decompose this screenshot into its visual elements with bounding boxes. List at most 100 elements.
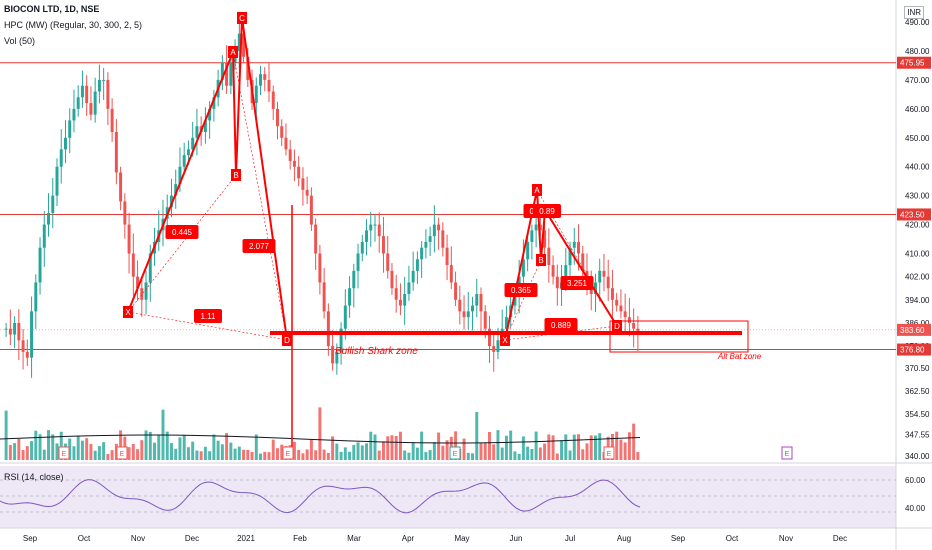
candle-body [301,178,305,190]
candle-body [454,282,458,300]
volume-bar [102,442,106,460]
pattern-point-label: D [614,322,620,331]
earnings-marker-label: E [120,451,125,458]
pattern-point-marker [536,254,546,266]
ratio-label: 0.445 [172,228,193,237]
candle-body [428,236,432,242]
time-tick-label: Feb [293,534,307,543]
last-price-label: 383.60 [900,326,925,335]
volume-bar [38,434,42,460]
candle-body [555,276,559,289]
volume-bar [208,451,212,460]
volume-bar [636,452,640,460]
candle-body [275,108,279,127]
volume-bar [585,443,589,460]
candle-body [390,270,394,289]
volume-bar [598,433,602,460]
candle-body [114,132,118,173]
ratio-label: 3.251 [567,279,588,288]
volume-bar [483,442,487,460]
volume-bar [110,450,114,460]
candle-body [127,224,131,254]
candle-body [280,126,284,138]
volume-bar [225,433,229,460]
time-tick-label: Mar [347,534,361,543]
bullish-shark-zone [270,331,742,335]
volume-bar [263,451,267,460]
volume-bar [17,438,21,460]
volume-bar [21,450,25,460]
candle-body [581,253,585,271]
candle-body [572,241,576,248]
candle-body [318,253,322,283]
volume-bar [365,443,369,460]
volume-bar [534,431,538,460]
volume-bar [246,449,250,460]
candle-body [292,160,296,167]
candle-body [271,91,275,109]
volume-bar [560,440,564,460]
candle-body [68,120,72,138]
candle-body [284,137,288,150]
volume-bar [475,412,479,460]
volume-bar [551,435,555,460]
rsi-legend: RSI (14, close) [4,472,64,482]
candle-body [55,166,59,196]
candle-body [504,317,508,329]
earnings-marker-label: E [286,451,291,458]
volume-bar [445,440,449,460]
volume-bar [89,443,93,460]
candle-body [335,351,339,364]
volume-bar [93,450,97,460]
candle-body [89,103,93,115]
time-tick-label: 2021 [237,534,255,543]
volume-bar [547,434,551,460]
price-tick-label: 430.00 [905,192,930,201]
candle-body [131,253,135,277]
pattern-point-marker [123,306,133,318]
volume-bar [59,431,63,460]
earnings-marker [781,446,793,460]
rsi-tick-label: 40.00 [905,504,926,513]
price-tick-label: 460.00 [905,105,930,114]
candle-body [479,294,483,312]
pattern-point-marker [282,334,292,346]
time-tick-label: Jul [565,534,575,543]
candle-body [475,294,479,306]
volume-bar [178,437,182,460]
symbol-title: BIOCON LTD, 1D, NSE [4,4,100,14]
pattern-point-marker [532,184,542,196]
price-tick-label: 340.00 [905,452,930,461]
price-tick-label: 480.00 [905,47,930,56]
harmonic-pattern-diagonal [232,51,288,341]
candle-body [51,195,55,214]
earnings-marker-label: E [785,451,790,458]
volume-bar [593,435,597,460]
volume-bar [85,438,89,460]
volume-bar [297,449,301,460]
candle-body [119,172,123,202]
candle-body [13,322,17,335]
candle-body [487,328,491,347]
volume-bar [462,438,466,460]
candle-body [326,311,330,347]
candle-body [462,311,466,318]
harmonic-pattern-diagonal [127,174,237,313]
volume-bar [627,432,631,460]
candle-body [513,294,517,306]
level-tag-label: 475.95 [900,59,925,68]
candle-body [483,311,487,329]
pattern-point-marker [237,12,247,24]
earnings-marker-label: E [62,451,67,458]
pattern-point-marker [612,320,622,332]
candle-body [496,340,500,352]
candle-body [93,91,97,115]
currency-badge[interactable]: INR [904,6,924,19]
candle-body [623,311,627,318]
volume-bar [305,449,309,460]
volume-bar [55,443,59,460]
ratio-label-box [194,309,222,323]
candle-body [21,340,25,352]
candle-body [568,247,572,266]
